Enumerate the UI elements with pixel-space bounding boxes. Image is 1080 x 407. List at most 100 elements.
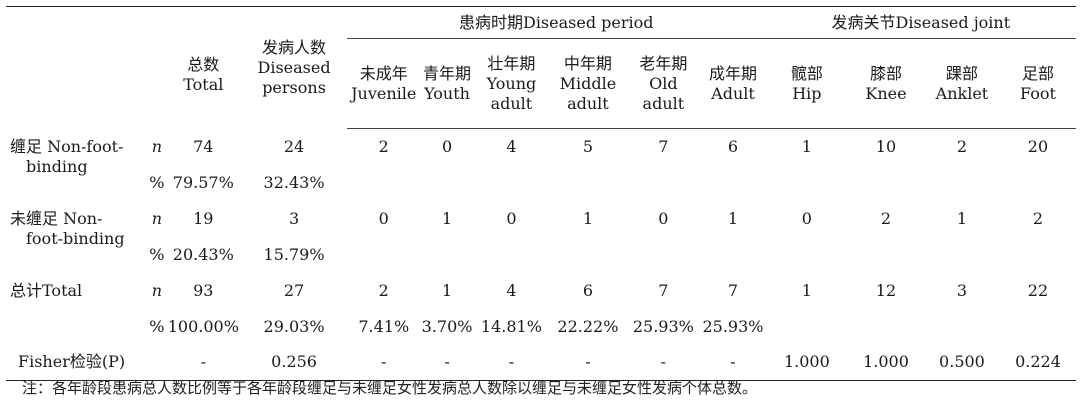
count-cell: 74 [193,136,214,156]
p-value-cell: - [420,344,474,381]
percent-cell [549,237,626,273]
table-row: % 79.57% 32.43% [6,165,1076,201]
percent-cell: 29.03% [263,316,325,336]
joint-header: 足部 Foot [999,38,1076,129]
percent-cell [766,309,848,345]
footnote: 注：各年龄段患病总人数比例等于各年龄段缠足与未缠足女性发病总人数除以缠足与未缠足… [22,379,758,397]
percent-cell: 20.43% [172,244,234,264]
count-cell: 1 [441,280,453,300]
count-cell: 1 [801,280,812,300]
count-cell: 93 [193,280,214,300]
p-value-cell: 0.500 [923,344,1000,381]
count-cell: 22 [1027,280,1049,300]
p-value-cell: - [700,344,766,381]
percent-cell [626,165,700,201]
count-cell: 20 [1027,136,1049,156]
p-value-cell: - [165,344,242,381]
percent-cell [766,237,848,273]
data-table: 总数 Total 发病人数 Diseased persons 患病时期Diseased… [6,6,1076,381]
percent-cell [924,165,1000,201]
percent-cell: 100.00% [167,316,239,336]
count-cell: 4 [506,136,517,156]
count-cell: 1 [727,208,739,228]
table-row: 缠足 Non-foot-binding n 74 24 2 0 4 5 7 6 1 10 2 20 [6,129,1076,176]
count-cell: 12 [875,280,897,300]
count-cell: 0 [658,208,669,228]
p-value-cell: 0.224 [999,344,1076,381]
row-label: 总计Total [10,280,83,300]
p-value-cell: - [626,344,701,381]
percent-cell [700,165,765,201]
count-cell: 1 [956,208,968,228]
percent-cell [1000,237,1076,273]
percent-cell [626,237,700,273]
percent-cell [700,237,765,273]
p-value-cell: 0.256 [241,344,347,381]
percent-cell [1000,165,1076,201]
count-cell: 2 [956,136,968,156]
percent-cell: 32.43% [263,172,325,192]
total-header: 总数 Total [165,6,242,129]
p-value-cell: - [549,344,627,381]
p-value-cell: 1.000 [765,344,848,381]
stub-header [6,6,166,129]
percent-cell [924,309,1000,345]
percent-cell: 79.57% [172,172,234,192]
percent-cell: 25.93% [702,316,764,336]
percent-cell: 14.81% [480,316,542,336]
percent-cell: 3.70% [421,316,473,336]
percent-cell [421,165,474,201]
period-header: 中年期 Middle adult [549,38,627,129]
p-value-cell: - [473,344,550,381]
pct-symbol: % [149,172,165,192]
count-cell: 0 [441,136,453,156]
period-header: 成年期 Adult [700,38,766,129]
percent-cell [421,237,474,273]
period-header: 未成年 Juvenile [346,38,421,129]
count-cell: 2 [378,280,389,300]
pct-symbol: % [149,316,165,336]
count-cell: 0 [801,208,812,228]
period-header: 壮年期 Young adult [473,38,550,129]
count-cell: 10 [875,136,897,156]
count-cell: 24 [283,136,305,156]
count-cell: 6 [727,136,739,156]
pct-symbol: % [149,244,165,264]
percent-cell [347,165,421,201]
row-label: 缠足 Non-foot-binding [10,136,124,176]
percent-cell [549,165,626,201]
count-cell: 2 [880,208,892,228]
percent-cell [473,237,549,273]
count-cell: 5 [582,136,593,156]
count-cell: 7 [658,136,669,156]
count-cell: 4 [506,280,517,300]
count-cell: 27 [283,280,305,300]
period-header: 老年期 Old adult [626,38,701,129]
diseased-persons-header: 发病人数 Diseased persons [241,6,347,129]
percent-cell [473,165,549,201]
p-value-cell: - [346,344,421,381]
percent-cell [848,165,924,201]
table-row: 未缠足 Non-foot-binding n 19 3 0 1 0 1 0 1 0 2 1 2 [6,201,1076,248]
count-cell: 1 [801,136,812,156]
joint-header: 踝部 Anklet [923,38,1000,129]
count-cell: 2 [378,136,389,156]
count-cell: 0 [378,208,389,228]
joint-header: 髋部 Hip [765,38,848,129]
percent-cell [766,165,848,201]
percent-cell [848,237,924,273]
table-row: % 100.00% 29.03% 7.41% 3.70% 14.81% 22.22% 25.9… [6,309,1076,345]
count-cell: 7 [727,280,739,300]
table-row: % 20.43% 15.79% [6,237,1076,273]
table-row: 总计Total n 93 27 2 1 4 6 7 7 1 12 3 22 [6,273,1076,309]
count-cell: 3 [956,280,968,300]
count-cell: 0 [506,208,517,228]
percent-cell: 22.22% [557,316,619,336]
joint-header: 膝部 Knee [848,38,924,129]
count-cell: 1 [441,208,453,228]
percent-cell [848,309,924,345]
percent-cell [924,237,1000,273]
n-symbol: n [151,208,163,228]
p-value-cell: 1.000 [848,344,924,381]
count-cell: 2 [1032,208,1044,228]
